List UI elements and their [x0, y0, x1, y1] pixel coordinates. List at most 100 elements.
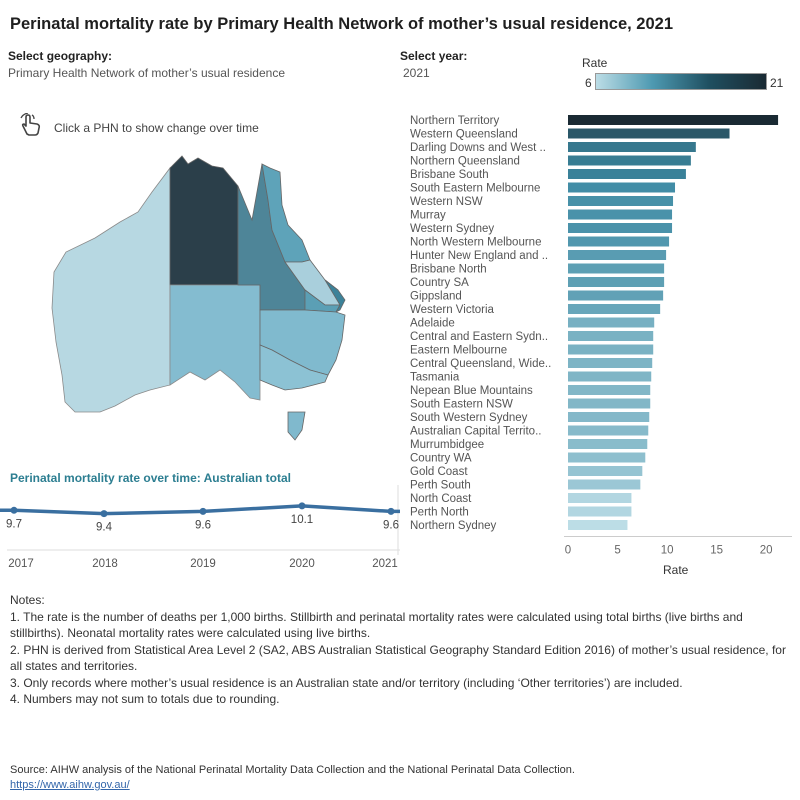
bar[interactable] [568, 344, 654, 355]
source-text: Source: AIHW analysis of the National Pe… [10, 764, 575, 776]
bar-label: North Western Melbourne [410, 237, 541, 249]
trend-chart[interactable]: 9.7 9.4 9.6 10.1 9.6 [0, 485, 400, 555]
click-hint: Click a PHN to show change over time [18, 112, 259, 142]
hint-text: Click a PHN to show change over time [54, 120, 259, 135]
bar[interactable] [568, 263, 665, 274]
bar[interactable] [568, 520, 628, 530]
bar[interactable] [568, 493, 632, 503]
map-region-northern-territory[interactable] [169, 155, 239, 286]
bar-label: South Western Sydney [410, 412, 528, 424]
bar-label: South Eastern Melbourne [410, 183, 540, 195]
bar-axis-title: Rate [663, 563, 689, 577]
bar[interactable] [568, 439, 648, 449]
bar-label: Central Queensland, Wide.. [410, 358, 551, 370]
bar[interactable] [568, 466, 643, 476]
bar[interactable] [568, 317, 655, 328]
note-item: 3. Only records where mother’s usual res… [10, 675, 683, 690]
bar[interactable] [568, 452, 646, 463]
bar[interactable] [568, 358, 653, 368]
bar-axis-tick: 20 [760, 545, 773, 557]
bar-label: Perth North [410, 507, 469, 519]
bar[interactable] [568, 142, 696, 152]
bar[interactable] [568, 506, 632, 517]
bar[interactable] [568, 479, 641, 490]
bar-label: Gippsland [410, 291, 462, 303]
map-region-brisbane[interactable] [324, 279, 346, 313]
bar[interactable] [568, 290, 664, 301]
geography-select[interactable]: Primary Health Network of mother’s usual… [8, 66, 286, 80]
map-region-western-australia[interactable] [51, 166, 171, 413]
bar-label: North Coast [410, 493, 472, 505]
bar[interactable] [568, 209, 673, 220]
bar[interactable] [568, 236, 670, 247]
bar[interactable] [568, 250, 667, 260]
bar[interactable] [568, 223, 673, 233]
bar[interactable] [568, 182, 676, 193]
trend-point[interactable] [10, 506, 18, 514]
bar-label: Northern Sydney [410, 520, 497, 532]
trend-year-label: 2021 [372, 558, 398, 570]
trend-point[interactable] [298, 502, 306, 510]
trend-value-label: 9.6 [383, 519, 399, 531]
hand-pointer-icon [18, 112, 46, 142]
bar[interactable] [568, 115, 779, 125]
bar[interactable] [568, 128, 730, 139]
bar-label: Northern Queensland [410, 156, 520, 168]
trend-value-label: 9.6 [195, 519, 211, 531]
bar[interactable] [568, 331, 654, 341]
trend-point[interactable] [387, 507, 395, 515]
map-region-south-australia[interactable] [169, 284, 261, 401]
year-select[interactable]: 2021 [403, 66, 430, 80]
bar-label: Darling Downs and West .. [410, 142, 546, 154]
trend-year-label: 2018 [92, 558, 118, 570]
map-region-northern-queensland[interactable] [261, 163, 311, 263]
bar[interactable] [568, 425, 649, 436]
bar-label: Brisbane South [410, 169, 489, 181]
bar-label: Eastern Melbourne [410, 345, 507, 357]
bar-label: Tasmania [410, 372, 460, 384]
bar[interactable] [568, 304, 661, 314]
bar-label: Western Victoria [410, 304, 495, 316]
bar-label: South Eastern NSW [410, 399, 513, 411]
trend-point[interactable] [199, 507, 207, 515]
bar-label: Country SA [410, 277, 469, 289]
bar[interactable] [568, 385, 651, 395]
bar-label: Australian Capital Territo.. [410, 426, 541, 438]
note-item: 1. The rate is the number of deaths per … [10, 609, 743, 641]
bar-label: Western Sydney [410, 223, 494, 235]
bar-label: Perth South [410, 480, 471, 492]
trend-year-label: 2019 [190, 558, 216, 570]
bar-label: Adelaide [410, 318, 455, 330]
bar-axis-tick: 10 [661, 545, 674, 557]
bar[interactable] [568, 398, 651, 409]
bar-label: Western NSW [410, 196, 483, 208]
note-item: 4. Numbers may not sum to totals due to … [10, 692, 280, 706]
bar[interactable] [568, 196, 674, 206]
bar-label: Brisbane North [410, 264, 487, 276]
bar[interactable] [568, 412, 650, 422]
trend-value-label: 10.1 [291, 514, 313, 526]
notes: Notes: 1. The rate is the number of deat… [10, 592, 795, 708]
map-region-victoria[interactable] [259, 344, 329, 391]
geography-label: Select geography: [8, 49, 113, 63]
trend-value-label: 9.4 [96, 522, 113, 534]
notes-heading: Notes: [10, 593, 45, 607]
phn-bar-chart[interactable]: Northern Territory Western QueenslandDarl… [400, 110, 800, 560]
bar-axis-tick: 0 [565, 545, 571, 557]
map-region-tasmania[interactable] [287, 411, 306, 441]
legend-color-scale [595, 73, 767, 90]
bar-label: Hunter New England and .. [410, 250, 548, 262]
bar[interactable] [568, 277, 665, 287]
legend-max: 21 [770, 76, 784, 90]
bar-axis-tick: 5 [614, 545, 620, 557]
phn-map[interactable] [40, 150, 370, 450]
trend-point[interactable] [100, 510, 108, 518]
trend-title: Perinatal mortality rate over time: Aust… [10, 471, 291, 485]
bar-label: Northern Territory [410, 115, 500, 127]
trend-year-label: 2020 [289, 558, 315, 570]
source-link[interactable]: https://www.aihw.gov.au/ [10, 779, 130, 791]
bar-label: Central and Eastern Sydn.. [410, 331, 548, 343]
bar[interactable] [568, 371, 652, 382]
bar[interactable] [568, 169, 686, 179]
bar[interactable] [568, 155, 691, 166]
